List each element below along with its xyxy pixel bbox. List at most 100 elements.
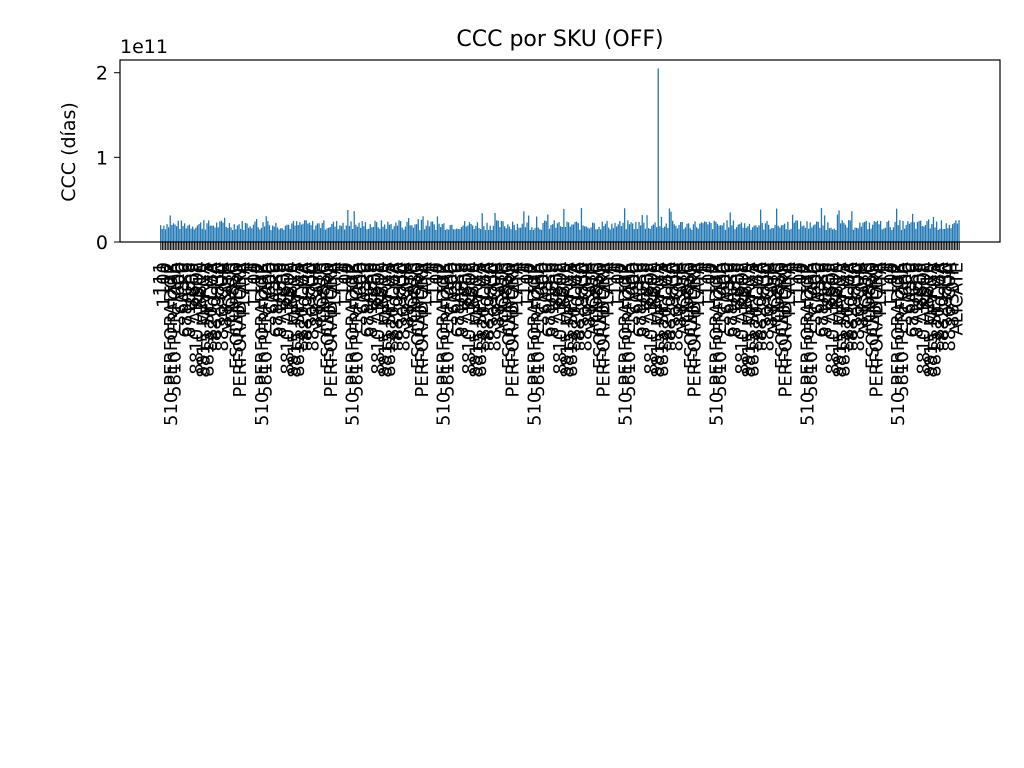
x-axis-ticks [160,242,960,250]
x-tick-label: ALICATE [946,262,967,336]
bar [569,226,571,242]
bar [347,210,349,242]
bar [577,223,579,242]
x-tick-label: 510 PERFORADOR [888,262,909,426]
bar [177,220,179,242]
bar [516,223,519,242]
bar [256,219,258,242]
x-tick-label: CD830 [677,262,698,323]
bar [800,221,802,242]
x-tick-label: 8810 [554,262,575,308]
bar [766,220,768,242]
bar [556,223,559,242]
x-tick-label: 12 [521,262,542,285]
x-tick-label: 8820 MA [750,261,771,341]
bar [929,228,931,242]
x-tick-label: 510 PERFORADOR [615,262,636,426]
bar [315,225,317,242]
x-tick-label: 510 PERFORADOR [434,262,455,426]
bar [204,229,207,242]
bar [160,225,162,242]
x-tick-label: 510 PERFORADOR [706,262,727,426]
bar [894,221,896,242]
bar [550,225,552,242]
bar [745,227,747,242]
bar [881,229,883,242]
x-tick-label: ESQUINERO [408,262,429,369]
bar [355,224,357,242]
bar [638,221,640,242]
bar [644,228,647,242]
bar [828,228,831,242]
x-tick-label: PLAYA [415,261,436,316]
x-tick-label: 1100 [881,262,902,308]
bar-series [160,68,960,242]
bar [755,225,757,242]
bar [531,227,533,242]
bar [297,225,299,242]
bar [656,227,658,242]
bar [228,223,231,242]
x-tick-label: 8815 MARCA [194,261,215,378]
bar [166,224,168,242]
bar [849,220,851,242]
bar [734,229,736,242]
x-tick-label: 12 [703,262,724,285]
bar [398,220,400,242]
bar [841,220,843,242]
x-tick-label: CD830 [405,262,426,323]
bar [726,220,728,242]
bar [780,225,783,242]
bar [182,225,184,242]
bar [683,229,685,242]
bar [900,229,903,242]
x-tick-label: PLAYA [779,261,800,316]
x-tick-label: 8810 [917,262,938,308]
bar [715,221,717,242]
bar [353,211,355,242]
bar [176,226,178,242]
bar [718,225,720,242]
bar [889,227,891,242]
bar [664,226,666,242]
x-tick-label: 1100 [245,262,266,308]
x-tick-label: 8815 MARCA [375,261,396,378]
bar [684,227,687,242]
bar [275,222,277,242]
bar [348,226,351,242]
bar [672,220,674,242]
x-tick-label: JJ [328,262,349,274]
bar [400,221,402,242]
bar [824,215,826,242]
bar [854,227,856,242]
bar [624,208,626,242]
bar [676,228,679,242]
bar [220,220,223,242]
x-tick-label: 5810 PERFORA [801,261,822,397]
bar [649,228,651,242]
bar [284,225,287,242]
bar [729,212,731,242]
bar [804,227,807,242]
bar [728,227,730,242]
bar [328,227,330,242]
bar [313,229,315,242]
x-tick-label: 12 [612,262,633,285]
x-tick-label: 8820 MA [477,261,498,341]
x-tick-label: 8815 SET X3 [561,262,582,377]
x-tick-label: 510 PERFORADOR [161,262,182,426]
x-tick-label: 8820 CUA [655,261,676,351]
x-tick-label: 8815 SET X3 [470,262,491,377]
bar [502,221,504,242]
bar [584,226,586,242]
bar [868,222,871,242]
x-tick-label: 8820 MA [386,261,407,341]
x-tick-label: PERFORADORA [412,261,433,397]
bar [214,227,216,242]
bar [814,224,816,242]
bar [625,229,627,242]
bar [195,227,197,242]
bar [708,221,711,242]
bar [592,222,594,242]
x-tick-label: ESQUINERO [863,262,884,369]
